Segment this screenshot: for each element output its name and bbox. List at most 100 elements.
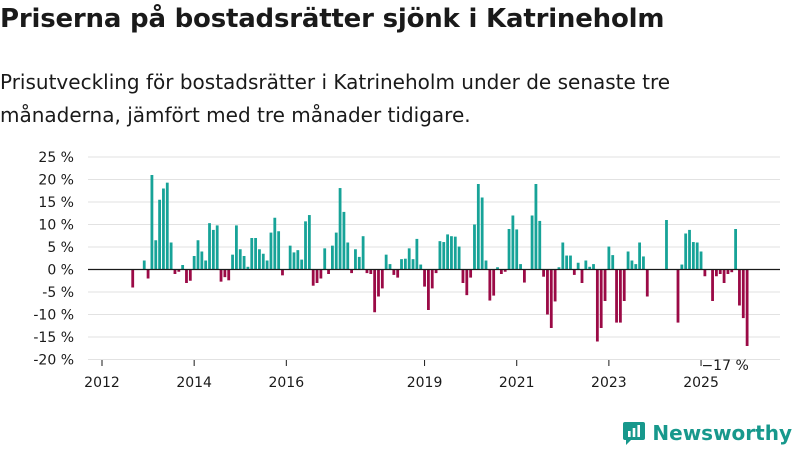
bar (499, 269, 503, 274)
bar (296, 250, 300, 270)
y-tick-label: 0 % (47, 263, 74, 279)
bar (423, 269, 426, 287)
bar (549, 269, 553, 328)
x-tick-label: 2021 (499, 375, 535, 391)
bar (538, 220, 542, 270)
x-tick-label: 2023 (591, 375, 627, 391)
bar (231, 254, 234, 270)
bar (561, 242, 565, 270)
bar (269, 232, 273, 270)
bar (165, 182, 169, 270)
x-tick-label: 2019 (407, 375, 443, 391)
bar (396, 269, 400, 278)
bar (726, 269, 730, 274)
bar (607, 246, 611, 270)
y-tick-label: -10 % (33, 308, 74, 324)
bar (258, 249, 261, 270)
y-tick-label: 5 % (47, 240, 74, 256)
bar (473, 224, 476, 270)
bar (192, 256, 196, 270)
bar (204, 260, 208, 270)
bar (572, 269, 576, 275)
bar (403, 258, 407, 270)
bar (438, 241, 442, 270)
bar (595, 269, 599, 342)
bar (365, 269, 369, 274)
bar (619, 269, 622, 323)
bar (250, 238, 254, 270)
bar (235, 225, 238, 270)
bar (611, 255, 615, 270)
bar (461, 269, 465, 283)
bar (388, 264, 392, 270)
y-tick-label: -20 % (33, 353, 74, 369)
bar (480, 197, 484, 270)
bar (446, 234, 449, 270)
bar (181, 265, 185, 270)
bar (338, 188, 342, 270)
bar (373, 269, 377, 313)
bar (450, 236, 453, 270)
bar (442, 242, 446, 270)
bar (434, 269, 438, 274)
bar (242, 256, 246, 270)
bar (300, 259, 304, 270)
bar (546, 269, 549, 315)
bar (622, 269, 626, 301)
bar (246, 266, 250, 270)
bar (476, 184, 480, 270)
bar (215, 225, 219, 270)
bar (223, 269, 227, 278)
bar (703, 269, 707, 277)
bar (626, 251, 630, 270)
bar (327, 269, 330, 274)
bar (695, 242, 699, 270)
bar (319, 269, 323, 279)
bar (430, 269, 434, 289)
bar (722, 269, 726, 283)
bar (154, 240, 158, 270)
bar (507, 229, 511, 270)
bar (557, 267, 561, 270)
bar (173, 269, 177, 274)
page-title: Priserna på bostadsrätter sjönk i Katrin… (0, 4, 665, 34)
bar (392, 269, 396, 275)
bar (718, 269, 722, 274)
bar (292, 252, 296, 270)
bar (691, 242, 695, 270)
bar (211, 229, 215, 270)
bar (592, 264, 595, 270)
bar (238, 249, 242, 270)
bar (281, 269, 284, 276)
bar (261, 253, 265, 270)
bar (208, 223, 211, 270)
bar (411, 259, 415, 270)
bar (315, 269, 319, 283)
bar (684, 233, 688, 270)
bar (569, 255, 572, 270)
bar (419, 264, 423, 270)
bar (638, 242, 641, 270)
bar (158, 199, 161, 270)
bar (169, 242, 173, 270)
bar (599, 269, 603, 328)
bar (492, 269, 496, 296)
bar (515, 229, 519, 270)
bar (699, 251, 703, 270)
bar (576, 262, 580, 270)
bar (523, 269, 526, 283)
bar (453, 236, 457, 270)
bar (484, 260, 488, 270)
bar (307, 215, 311, 270)
bar (542, 269, 545, 277)
bar (384, 254, 388, 270)
bar (711, 269, 714, 301)
bar (565, 255, 569, 270)
bar (741, 269, 745, 319)
bar (380, 269, 384, 289)
bar (615, 269, 618, 323)
brand-logo: Newsworthy (622, 420, 792, 446)
bar (342, 211, 346, 270)
bar (634, 264, 638, 270)
y-tick-label: 25 % (38, 150, 74, 166)
